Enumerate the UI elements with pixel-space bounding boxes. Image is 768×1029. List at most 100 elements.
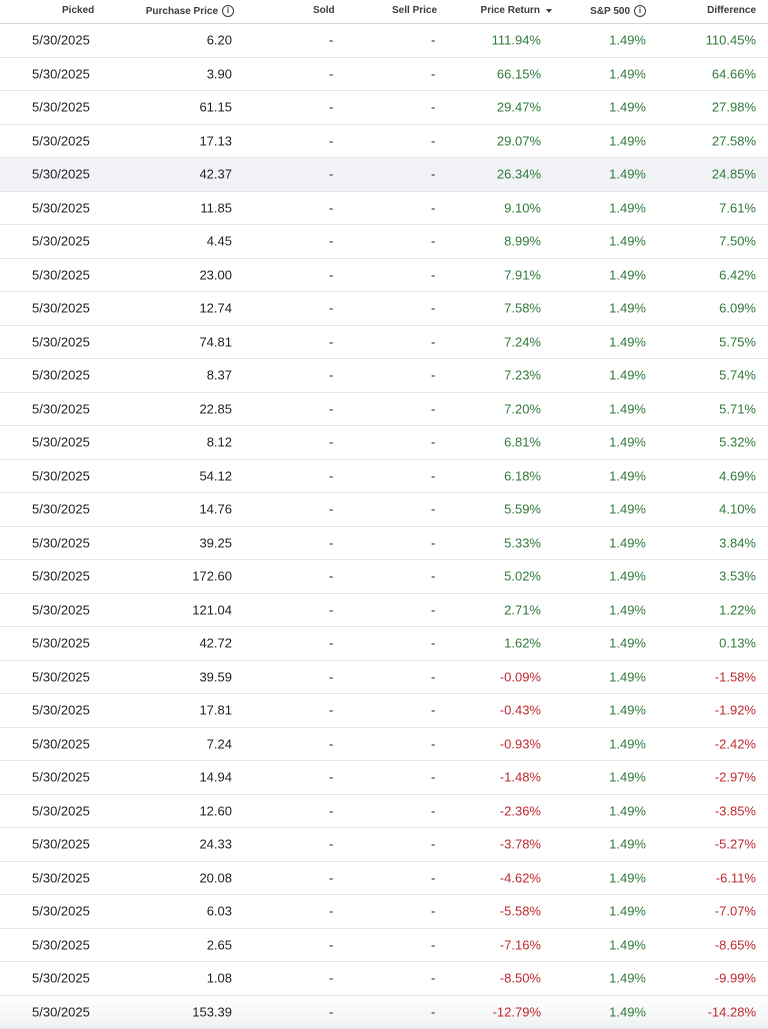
cell-sp500: 1.49%	[609, 569, 646, 584]
cell-picked: 5/30/2025	[32, 870, 90, 885]
cell-sold: -	[329, 368, 333, 383]
cell-sell-price: -	[431, 870, 435, 885]
cell-sp500: 1.49%	[609, 904, 646, 919]
info-icon[interactable]: i	[634, 5, 646, 17]
cell-difference: 1.22%	[719, 602, 756, 617]
cell-purchase-price: 8.12	[207, 435, 232, 450]
cell-difference: 6.09%	[719, 301, 756, 316]
cell-sell-price: -	[431, 971, 435, 986]
cell-sold: -	[329, 602, 333, 617]
cell-difference: 0.13%	[719, 636, 756, 651]
cell-sp500: 1.49%	[609, 703, 646, 718]
cell-sold: -	[329, 234, 333, 249]
cell-sp500: 1.49%	[609, 66, 646, 81]
cell-price-return: 66.15%	[497, 66, 541, 81]
cell-purchase-price: 7.24	[207, 736, 232, 751]
cell-picked: 5/30/2025	[32, 200, 90, 215]
cell-price-return: 7.58%	[504, 301, 541, 316]
column-header-sp500-label: S&P 500	[590, 6, 630, 17]
column-header-sp500[interactable]: S&P 500 i	[590, 5, 646, 17]
cell-picked: 5/30/2025	[32, 971, 90, 986]
column-header-difference[interactable]: Difference	[707, 5, 756, 16]
cell-sold: -	[329, 133, 333, 148]
cell-difference: -2.42%	[715, 736, 756, 751]
cell-difference: 5.75%	[719, 334, 756, 349]
cell-price-return: 6.81%	[504, 435, 541, 450]
cell-purchase-price: 3.90	[207, 66, 232, 81]
column-header-sold[interactable]: Sold	[313, 5, 335, 16]
cell-sold: -	[329, 435, 333, 450]
cell-difference: -2.97%	[715, 770, 756, 785]
cell-price-return: -0.93%	[500, 736, 541, 751]
cell-picked: 5/30/2025	[32, 803, 90, 818]
cell-purchase-price: 121.04	[192, 602, 232, 617]
cell-price-return: -2.36%	[500, 803, 541, 818]
cell-sp500: 1.49%	[609, 468, 646, 483]
cell-sold: -	[329, 401, 333, 416]
cell-sp500: 1.49%	[609, 435, 646, 450]
cell-sold: -	[329, 200, 333, 215]
cell-purchase-price: 39.59	[199, 669, 232, 684]
cell-sell-price: -	[431, 937, 435, 952]
cell-sold: -	[329, 66, 333, 81]
table-header: Picked Purchase Price i Sold Sell Price …	[0, 0, 768, 24]
cell-sp500: 1.49%	[609, 167, 646, 182]
cell-price-return: 26.34%	[497, 167, 541, 182]
cell-sell-price: -	[431, 770, 435, 785]
cell-purchase-price: 54.12	[199, 468, 232, 483]
cell-sold: -	[329, 870, 333, 885]
cell-price-return: 8.99%	[504, 234, 541, 249]
column-header-price-return[interactable]: Price Return	[481, 5, 552, 16]
cell-sp500: 1.49%	[609, 803, 646, 818]
cell-difference: 3.53%	[719, 569, 756, 584]
column-header-picked[interactable]: Picked	[62, 5, 94, 16]
cell-sp500: 1.49%	[609, 535, 646, 550]
cell-difference: -7.07%	[715, 904, 756, 919]
cell-price-return: -0.43%	[500, 703, 541, 718]
cell-price-return: 7.23%	[504, 368, 541, 383]
cell-sell-price: -	[431, 736, 435, 751]
cell-sell-price: -	[431, 703, 435, 718]
cell-sp500: 1.49%	[609, 100, 646, 115]
cell-sell-price: -	[431, 267, 435, 282]
cell-picked: 5/30/2025	[32, 334, 90, 349]
cell-price-return: 7.20%	[504, 401, 541, 416]
cell-difference: 27.98%	[712, 100, 756, 115]
info-icon[interactable]: i	[222, 5, 234, 17]
column-header-sell-price[interactable]: Sell Price	[392, 5, 437, 16]
column-header-purchase-price[interactable]: Purchase Price i	[146, 5, 234, 17]
cell-picked: 5/30/2025	[32, 167, 90, 182]
cell-difference: 24.85%	[712, 167, 756, 182]
cell-purchase-price: 14.76	[199, 502, 232, 517]
cell-sold: -	[329, 569, 333, 584]
